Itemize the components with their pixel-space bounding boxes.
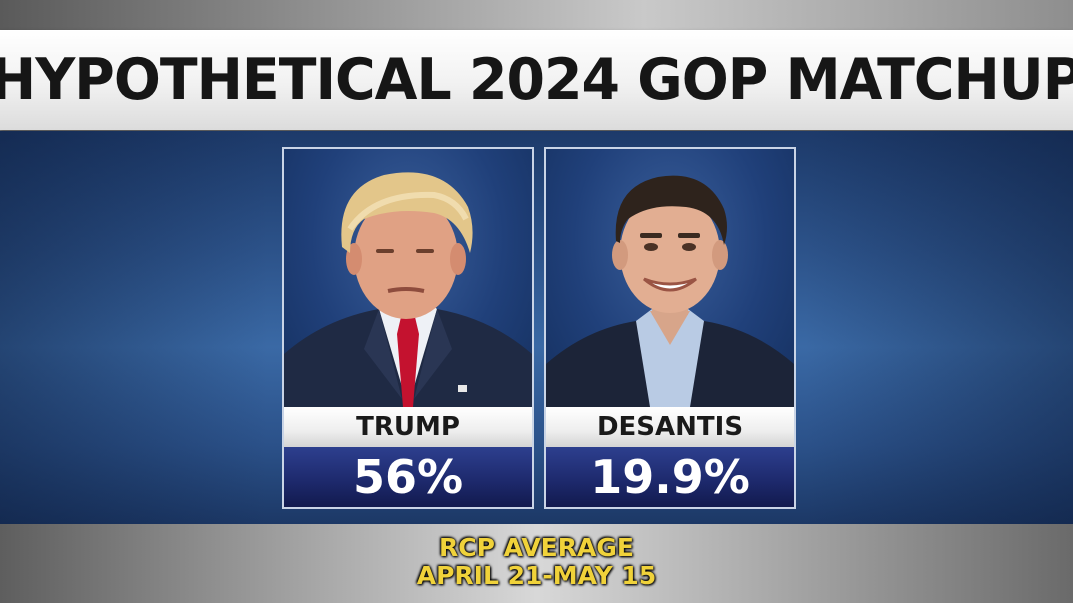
candidate-percent-box-desantis: 19.9% xyxy=(546,447,794,507)
title-banner: HYPOTHETICAL 2024 GOP MATCHUP xyxy=(0,30,1073,130)
candidate-photo-trump xyxy=(284,149,532,407)
source-caption: RCP AVERAGE APRIL 21-MAY 15 xyxy=(0,534,1073,590)
background-bottom xyxy=(0,524,1073,603)
candidate-percent-box-trump: 56% xyxy=(284,447,532,507)
candidate-percent-desantis: 19.9% xyxy=(590,450,750,504)
candidate-photo-desantis xyxy=(546,149,794,407)
candidate-name-trump: TRUMP xyxy=(356,412,460,442)
candidate-percent-trump: 56% xyxy=(352,450,464,504)
candidate-name-desantis: DESANTIS xyxy=(596,412,744,442)
candidate-name-box-trump: TRUMP xyxy=(284,407,532,447)
candidate-name-box-desantis: DESANTIS xyxy=(546,407,794,447)
desantis-portrait-image xyxy=(546,175,794,407)
trump-portrait-image xyxy=(284,172,532,407)
graphic-title: HYPOTHETICAL 2024 GOP MATCHUP xyxy=(0,47,1073,113)
candidate-card-trump: TRUMP 56% xyxy=(282,147,534,509)
source-caption-line1: RCP AVERAGE xyxy=(439,533,634,562)
matchup-panel xyxy=(0,131,1073,524)
candidate-card-desantis: DESANTIS 19.9% xyxy=(544,147,796,509)
source-caption-line2: APRIL 21-MAY 15 xyxy=(416,561,657,590)
background-top xyxy=(0,0,1073,30)
